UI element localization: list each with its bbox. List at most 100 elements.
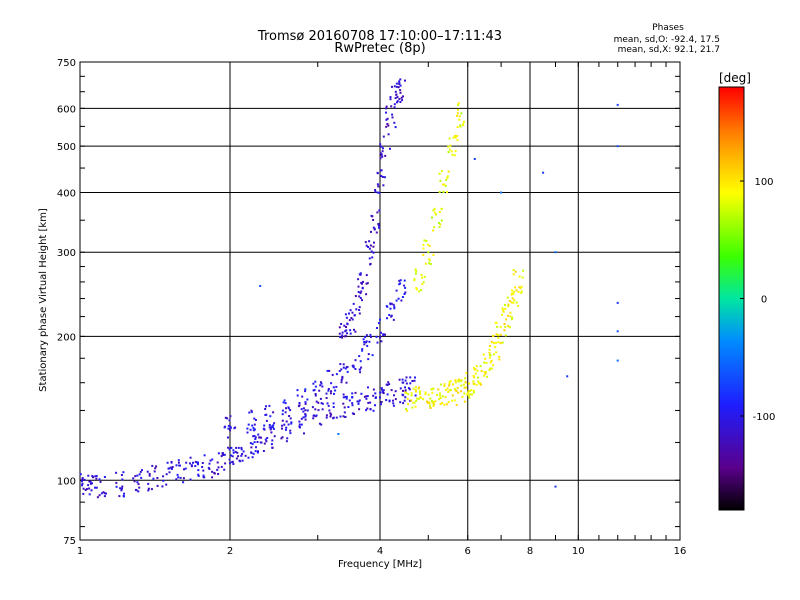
echo-point xyxy=(386,117,389,120)
echo-point xyxy=(454,150,457,153)
echo-point xyxy=(427,251,430,254)
echo-point xyxy=(380,145,383,148)
echo-point xyxy=(368,247,371,250)
echo-point xyxy=(312,417,315,420)
echo-point xyxy=(306,409,309,412)
echo-point xyxy=(374,189,377,191)
echo-point xyxy=(460,384,463,387)
echo-point xyxy=(169,466,172,469)
echo-point xyxy=(227,446,230,449)
echo-point xyxy=(258,436,261,439)
echo-point xyxy=(321,402,324,405)
echo-point xyxy=(271,439,274,442)
echo-point xyxy=(255,446,257,449)
echo-point xyxy=(372,219,375,221)
echo-point xyxy=(454,389,457,392)
echo-point xyxy=(365,397,368,400)
echo-point xyxy=(329,392,332,395)
echo-point xyxy=(359,297,362,299)
echo-point xyxy=(376,211,379,214)
echo-point xyxy=(367,246,370,248)
echo-point xyxy=(512,301,515,304)
echo-point xyxy=(477,376,479,379)
echo-point xyxy=(426,401,429,404)
echo-point xyxy=(431,391,434,394)
echo-point xyxy=(380,331,382,334)
echo-point xyxy=(404,391,407,394)
echo-point xyxy=(140,476,143,479)
echo-point xyxy=(194,460,197,463)
echo-point xyxy=(263,424,266,427)
echo-point xyxy=(426,243,429,246)
echo-point xyxy=(230,446,233,449)
echo-point xyxy=(351,396,354,399)
echo-point xyxy=(490,367,493,370)
echo-point xyxy=(325,397,328,399)
echo-point xyxy=(456,126,459,128)
echo-point xyxy=(391,113,394,116)
echo-point xyxy=(150,488,153,491)
echo-point xyxy=(385,125,388,128)
echo-point xyxy=(250,410,253,413)
echo-point xyxy=(251,442,254,445)
echo-point xyxy=(259,285,262,287)
echo-point xyxy=(447,145,450,148)
echo-point xyxy=(304,413,307,416)
echo-point xyxy=(296,389,299,392)
echo-point xyxy=(459,125,462,128)
echo-point xyxy=(162,479,165,482)
echo-point xyxy=(136,474,139,477)
echo-point xyxy=(395,289,398,292)
echo-point xyxy=(422,254,425,256)
echo-point xyxy=(451,153,454,156)
echo-point xyxy=(441,395,444,398)
echo-point xyxy=(431,216,433,219)
echo-point xyxy=(380,169,383,172)
echo-point xyxy=(448,384,451,387)
echo-point xyxy=(401,296,404,298)
echo-point xyxy=(340,379,343,381)
echo-point xyxy=(382,184,385,187)
echo-point xyxy=(384,154,387,157)
echo-point xyxy=(302,410,305,413)
echo-point xyxy=(197,463,199,466)
echo-point xyxy=(247,423,250,426)
echo-point xyxy=(431,388,434,391)
echo-point xyxy=(378,322,380,325)
echo-point xyxy=(148,474,151,477)
echo-point xyxy=(409,376,412,379)
echo-point xyxy=(416,397,419,400)
echo-point xyxy=(153,470,156,473)
y-tick-label: 600 xyxy=(57,104,76,115)
echo-point xyxy=(495,333,498,336)
echo-point xyxy=(289,432,292,435)
echo-point xyxy=(469,393,472,396)
echo-point xyxy=(265,440,268,443)
echo-point xyxy=(434,400,437,403)
echo-point xyxy=(342,366,345,369)
echo-point xyxy=(265,413,268,416)
echo-point xyxy=(365,244,368,247)
echo-point xyxy=(358,312,361,315)
echo-point xyxy=(454,381,457,384)
echo-point xyxy=(429,263,432,265)
echo-point xyxy=(374,190,377,193)
echo-point xyxy=(433,211,436,214)
echo-point xyxy=(339,336,342,339)
echo-point xyxy=(367,358,370,361)
echo-point xyxy=(330,382,333,385)
echo-point xyxy=(345,316,348,319)
stats-heading: Phases xyxy=(652,23,684,33)
echo-point xyxy=(136,481,139,484)
echo-point xyxy=(432,209,435,212)
echo-point xyxy=(382,135,385,138)
echo-point xyxy=(202,474,205,477)
echo-point xyxy=(373,241,375,244)
echo-point xyxy=(268,426,271,429)
echo-point xyxy=(197,461,199,464)
echo-point xyxy=(342,415,345,418)
echo-point xyxy=(329,415,332,418)
echo-point xyxy=(348,312,350,315)
echo-point xyxy=(224,425,227,428)
echo-point xyxy=(414,376,416,379)
